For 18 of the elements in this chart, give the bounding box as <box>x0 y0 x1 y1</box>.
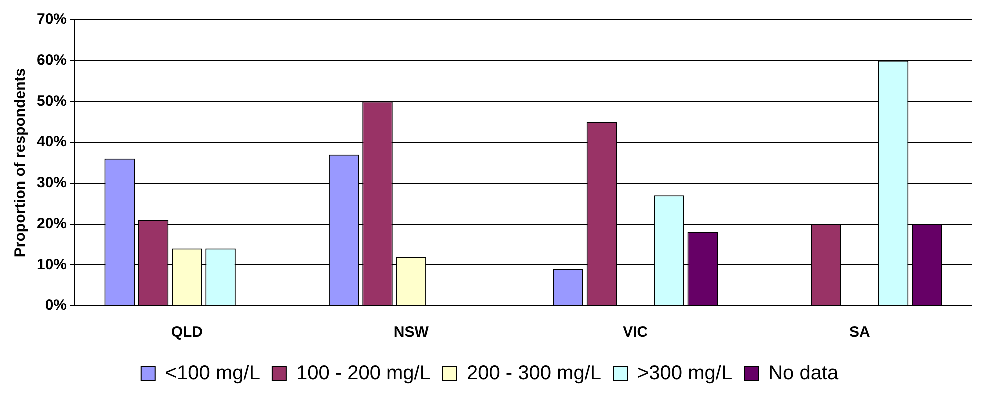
x-tick-label: SA <box>849 324 870 342</box>
y-tick-label: 60% <box>36 52 68 69</box>
y-tick-label: 30% <box>36 174 68 192</box>
x-tick-label: NSW <box>394 324 430 342</box>
legend-label: >300 mg/L <box>638 362 733 385</box>
y-tick-label: 20% <box>36 215 68 232</box>
x-tick-label: VIC <box>623 324 648 342</box>
y-tick-label: 40% <box>36 134 68 151</box>
y-tick-label: 10% <box>36 256 68 274</box>
legend-label: <100 mg/L <box>165 362 260 385</box>
legend-label: 100 - 200 mg/L <box>296 362 431 385</box>
x-tick-label: QLD <box>171 324 204 342</box>
legend-label: No data <box>768 362 840 385</box>
y-tick-label: 70% <box>36 11 68 28</box>
y-axis-title: Proportion of respondents <box>12 68 30 258</box>
y-tick-label: 0% <box>45 297 68 314</box>
y-tick-label: 50% <box>36 92 68 110</box>
legend-label: 200 - 300 mg/L <box>466 362 602 385</box>
